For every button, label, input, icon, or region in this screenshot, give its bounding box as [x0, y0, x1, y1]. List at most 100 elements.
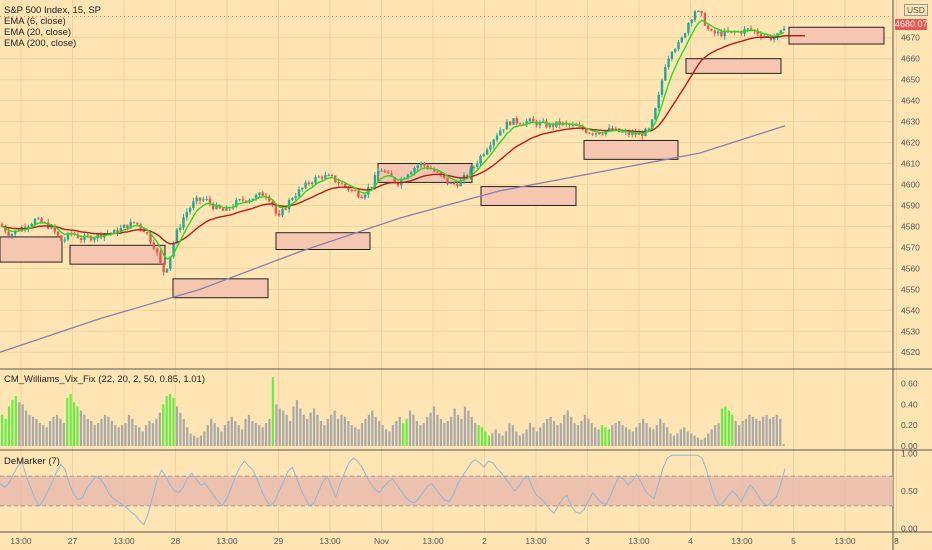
candle-body	[525, 121, 528, 125]
vix-bar	[237, 425, 240, 446]
candle-body	[588, 132, 591, 134]
vix-bar	[295, 400, 299, 446]
vix-bar	[727, 410, 730, 446]
vix-bar	[734, 421, 737, 446]
candle-body	[479, 155, 482, 164]
demarker-line	[0, 454, 786, 526]
candle-body	[443, 175, 446, 178]
candle-body	[152, 242, 155, 249]
candle-body	[314, 177, 317, 183]
y-tick-label: 4640	[901, 96, 920, 106]
vix-bar	[388, 431, 391, 446]
candle-body	[89, 236, 93, 241]
vix-bar	[580, 421, 583, 446]
vix-bar	[251, 421, 254, 446]
candle-body	[198, 197, 202, 201]
vix-bar	[319, 421, 323, 446]
candle-body	[472, 166, 476, 169]
candle-body	[37, 218, 40, 220]
candle-body	[773, 37, 776, 40]
candle-body	[677, 42, 680, 50]
candle-body	[452, 182, 456, 184]
candle-body	[446, 177, 449, 184]
candle-body	[558, 121, 561, 126]
vix-bar	[419, 425, 422, 446]
vix-bar	[429, 412, 432, 446]
support-zone	[377, 163, 473, 183]
vix-bar	[782, 443, 785, 446]
vix-bar	[525, 429, 528, 446]
vix-bar	[271, 377, 275, 446]
vix-bar	[258, 425, 261, 446]
candle-body	[99, 233, 103, 238]
y-tick-label: 4550	[901, 284, 920, 294]
vix-bar	[285, 414, 288, 446]
vix-bar	[515, 431, 518, 446]
vix-bar	[511, 425, 514, 446]
vix-bar	[432, 406, 436, 446]
vix-bar	[467, 410, 470, 446]
vix-bar	[333, 410, 336, 446]
ema20-legend[interactable]: EMA (20, close)	[4, 27, 72, 38]
candle-body	[710, 29, 713, 31]
ema200-legend[interactable]: EMA (200, close)	[4, 38, 77, 49]
vix-bar	[347, 421, 350, 446]
x-tick-label: 13:00	[731, 536, 753, 546]
main-legend-title[interactable]: S&P 500 Index, 15, SP	[4, 5, 102, 16]
vix-bar	[391, 425, 395, 446]
candle-body	[713, 30, 716, 34]
vix-legend[interactable]: CM_Williams_Vix_Fix (22, 20, 2, 50, 0.85…	[4, 374, 205, 385]
demarker-legend[interactable]: DeMarker (7)	[4, 456, 60, 467]
candle-body	[245, 200, 248, 202]
vix-bar	[282, 410, 285, 446]
y-tick-label: 4580	[901, 221, 920, 231]
vix-bar	[686, 431, 689, 446]
candle-body	[320, 176, 324, 179]
vix-bar	[124, 423, 127, 446]
x-tick-label: 13:00	[216, 536, 238, 546]
vix-bar	[439, 418, 443, 446]
candle-body	[759, 33, 763, 37]
candle-body	[584, 129, 588, 133]
vix-bar	[703, 437, 706, 446]
candle-body	[476, 163, 479, 167]
vix-bar	[206, 425, 209, 446]
vix-bar	[570, 416, 573, 446]
demarker-y-tick-label: 0.50	[901, 486, 918, 496]
candle-body	[271, 201, 274, 205]
vix-bar	[302, 414, 305, 446]
candle-body	[690, 19, 693, 24]
candle-body	[660, 80, 664, 95]
support-zone	[0, 236, 63, 263]
candle-body	[116, 230, 119, 234]
vix-bar	[631, 431, 634, 446]
x-tick-label: Nov	[374, 536, 390, 546]
vix-bar	[278, 408, 281, 446]
ema20-line	[1, 34, 806, 245]
vix-bar	[779, 418, 782, 446]
candle-body	[680, 37, 683, 43]
candle-body	[756, 30, 759, 34]
x-tick-label: 13:00	[113, 536, 135, 546]
candle-body	[578, 125, 581, 127]
candle-body	[687, 23, 690, 34]
y-tick-label: 4520	[901, 347, 920, 357]
x-tick-label: 13:00	[422, 536, 444, 546]
candle-body	[489, 145, 492, 150]
vix-bar	[498, 433, 501, 446]
vix-bar	[398, 416, 401, 446]
ema6-legend[interactable]: EMA (6, close)	[4, 16, 66, 27]
ema6-line	[1, 19, 785, 260]
candle-body	[380, 170, 383, 172]
vix-bar	[556, 425, 559, 446]
vix-bar	[192, 435, 196, 446]
candle-body	[723, 30, 726, 37]
candle-body	[221, 208, 225, 211]
vix-bar	[107, 416, 110, 446]
vix-bar	[491, 433, 494, 446]
candle-body	[251, 198, 254, 200]
candle-body	[466, 175, 469, 177]
vix-y-tick-label: 0.60	[901, 379, 918, 389]
candle-body	[182, 217, 185, 228]
y-tick-label: 4610	[901, 159, 920, 169]
